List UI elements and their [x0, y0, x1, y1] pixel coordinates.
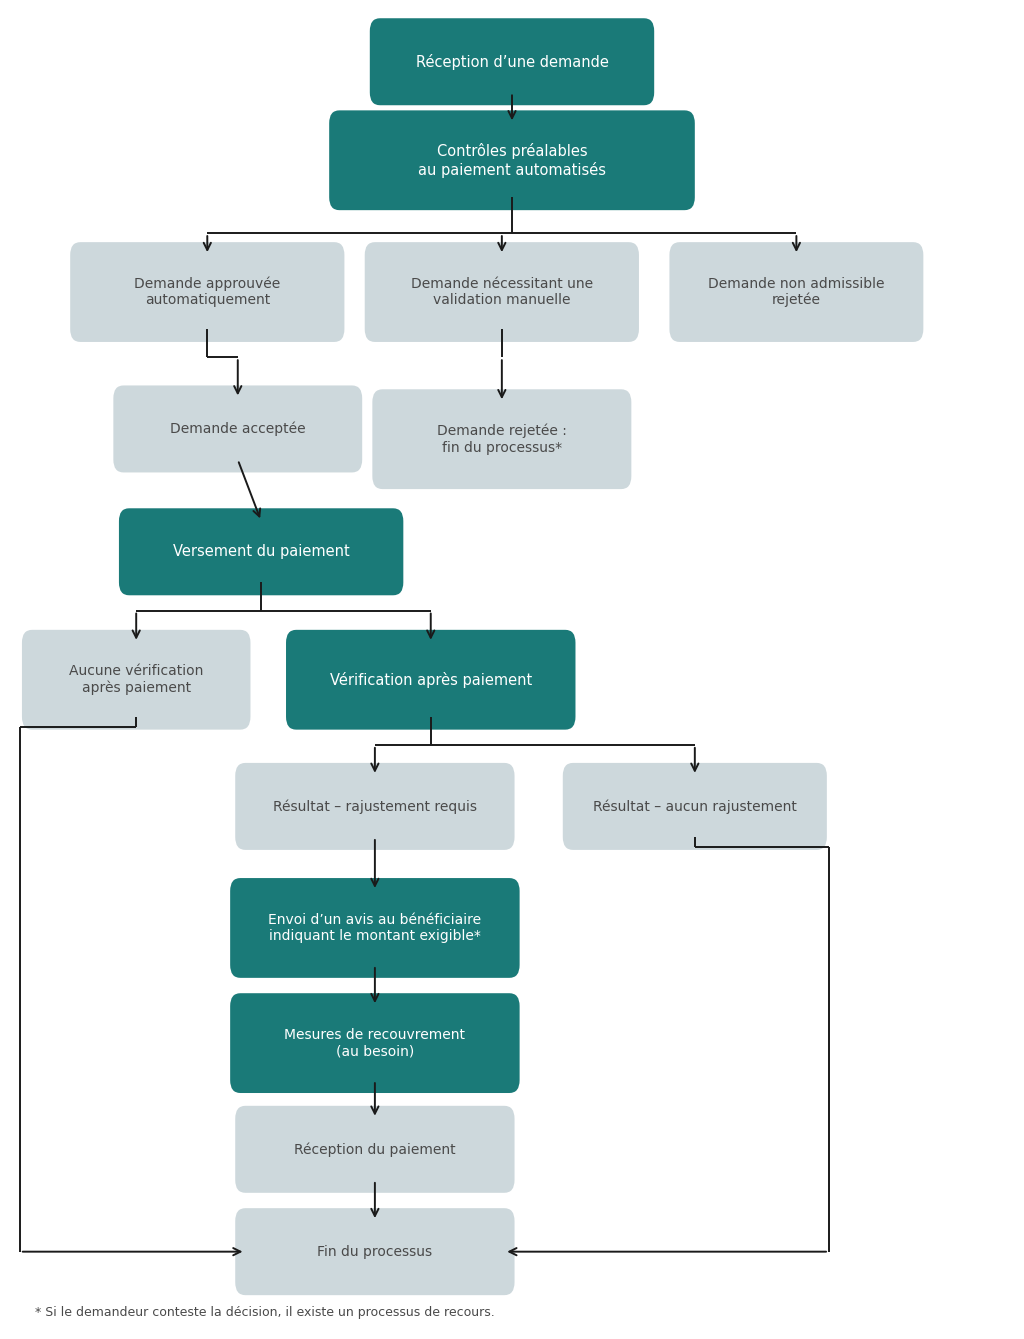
Text: Fin du processus: Fin du processus	[317, 1245, 432, 1259]
FancyBboxPatch shape	[119, 509, 403, 596]
Text: Demande rejetée :
fin du processus*: Demande rejetée : fin du processus*	[437, 424, 566, 454]
Text: Versement du paiement: Versement du paiement	[173, 544, 349, 560]
FancyBboxPatch shape	[365, 242, 639, 341]
FancyBboxPatch shape	[71, 242, 344, 341]
FancyBboxPatch shape	[114, 386, 362, 473]
Text: * Si le demandeur conteste la décision, il existe un processus de recours.: * Si le demandeur conteste la décision, …	[35, 1307, 495, 1319]
Text: Vérification après paiement: Vérification après paiement	[330, 672, 531, 688]
Text: Demande approuvée
automatiquement: Demande approuvée automatiquement	[134, 277, 281, 308]
Text: Mesures de recouvrement
(au besoin): Mesures de recouvrement (au besoin)	[285, 1028, 465, 1058]
Text: Réception d’une demande: Réception d’une demande	[416, 54, 608, 70]
FancyBboxPatch shape	[373, 390, 632, 489]
Text: Résultat – rajustement requis: Résultat – rajustement requis	[272, 799, 477, 814]
FancyBboxPatch shape	[230, 994, 519, 1093]
Text: Aucune vérification
après paiement: Aucune vérification après paiement	[69, 664, 204, 695]
FancyBboxPatch shape	[236, 1208, 514, 1295]
Text: Résultat – aucun rajustement: Résultat – aucun rajustement	[593, 799, 797, 814]
FancyBboxPatch shape	[670, 242, 924, 341]
FancyBboxPatch shape	[329, 110, 695, 210]
FancyBboxPatch shape	[230, 878, 519, 977]
Text: Contrôles préalables
au paiement automatisés: Contrôles préalables au paiement automat…	[418, 143, 606, 178]
FancyBboxPatch shape	[286, 629, 575, 730]
Text: Envoi d’un avis au bénéficiaire
indiquant le montant exigible*: Envoi d’un avis au bénéficiaire indiquan…	[268, 913, 481, 943]
Text: Demande acceptée: Demande acceptée	[170, 422, 305, 437]
FancyBboxPatch shape	[236, 1106, 514, 1193]
Text: Demande nécessitant une
validation manuelle: Demande nécessitant une validation manue…	[411, 277, 593, 307]
FancyBboxPatch shape	[370, 19, 654, 106]
FancyBboxPatch shape	[236, 763, 514, 850]
FancyBboxPatch shape	[563, 763, 826, 850]
Text: Réception du paiement: Réception du paiement	[294, 1142, 456, 1157]
Text: Demande non admissible
rejetée: Demande non admissible rejetée	[709, 277, 885, 308]
FancyBboxPatch shape	[22, 629, 251, 730]
